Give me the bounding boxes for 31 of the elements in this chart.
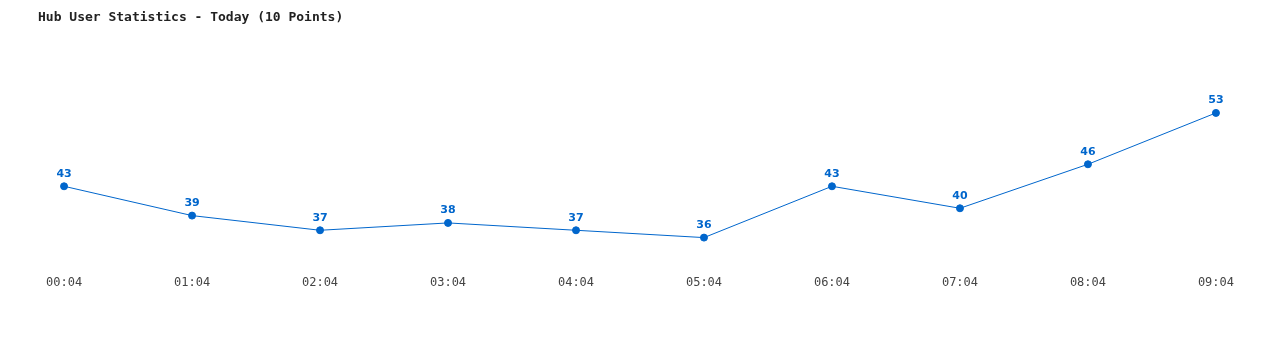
point: [1083, 160, 1092, 169]
point: [699, 233, 708, 242]
x-tick-label: 07:04: [941, 274, 979, 289]
point: [60, 182, 69, 191]
x-tick-label: 09:04: [1197, 274, 1234, 289]
data-label: 36: [696, 217, 712, 231]
point: [188, 211, 197, 220]
data-label: 38: [440, 203, 456, 217]
chart-title: Hub User Statistics - Today (10 Points): [38, 9, 344, 25]
data-label: 40: [952, 188, 968, 202]
data-label: 43: [56, 166, 72, 180]
x-tick-label: 00:04: [46, 274, 83, 289]
point: [444, 218, 453, 227]
x-tick-label: 03:04: [429, 274, 467, 289]
data-label: 53: [1208, 93, 1224, 107]
point: [572, 226, 581, 235]
data-label: 39: [184, 195, 200, 209]
point: [1211, 108, 1220, 117]
x-tick-label: 06:04: [813, 274, 851, 289]
point: [316, 226, 325, 235]
point: [827, 182, 836, 191]
data-label: 37: [312, 210, 328, 224]
x-tick-label: 05:04: [685, 274, 723, 289]
data-label: 46: [1080, 144, 1096, 158]
x-tick-label: 02:04: [301, 274, 339, 289]
data-label: 43: [824, 166, 840, 180]
point: [955, 204, 964, 213]
data-label: 37: [568, 210, 584, 224]
x-tick-label: 04:04: [557, 274, 595, 289]
x-tick-label: 01:04: [173, 274, 211, 289]
x-tick-label: 08:04: [1069, 274, 1107, 289]
